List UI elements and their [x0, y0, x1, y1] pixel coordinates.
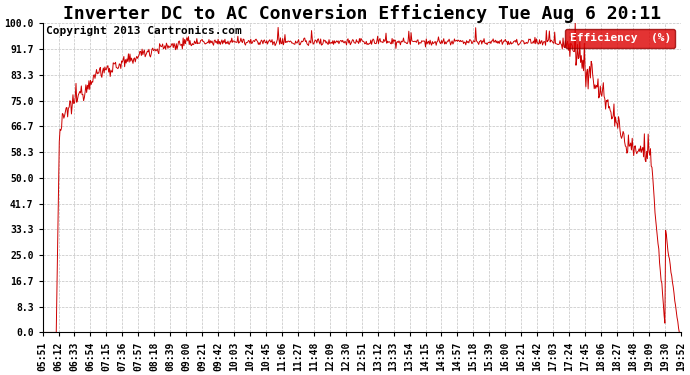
Legend: Efficiency  (%): Efficiency (%) — [565, 29, 676, 48]
Title: Inverter DC to AC Conversion Efficiency Tue Aug 6 20:11: Inverter DC to AC Conversion Efficiency … — [63, 4, 661, 23]
Text: Copyright 2013 Cartronics.com: Copyright 2013 Cartronics.com — [46, 26, 241, 36]
